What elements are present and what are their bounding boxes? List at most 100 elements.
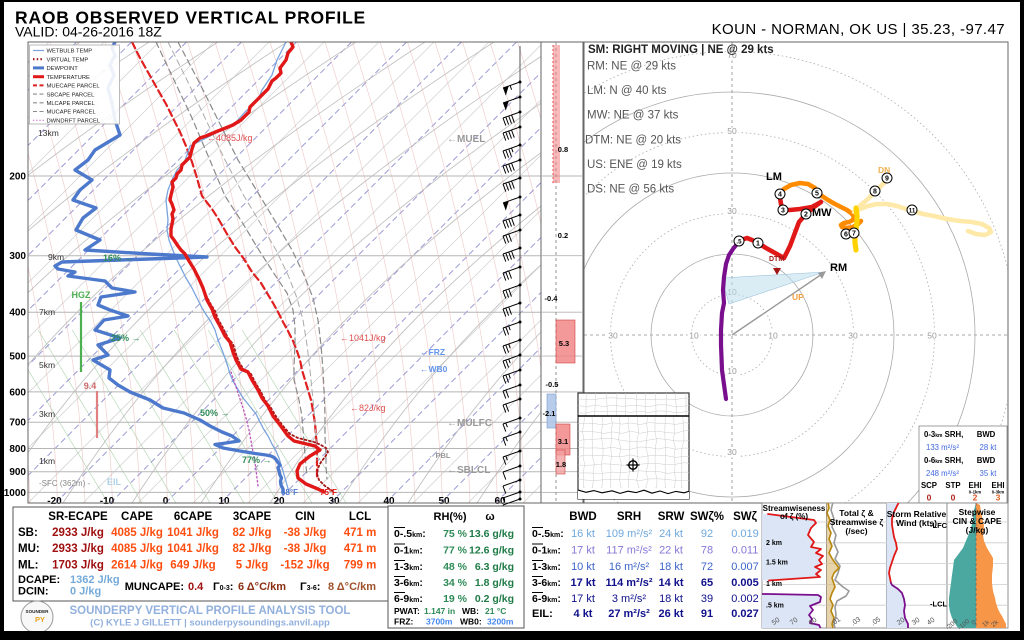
svg-text:SRH: SRH (617, 511, 641, 523)
svg-text:25% →: 25% → (111, 333, 141, 343)
svg-text:13.6 g/kg: 13.6 g/kg (469, 528, 514, 540)
svg-text:0: 0 (970, 619, 978, 627)
svg-text:-152 J/kg: -152 J/kg (280, 560, 329, 572)
svg-text:1.8 g/kg: 1.8 g/kg (475, 577, 514, 589)
svg-text:1km: 1km (39, 456, 55, 466)
svg-text:-0.4: -0.4 (545, 294, 559, 303)
svg-text:SM: RIGHT MOVING | NE @ 29 kts: SM: RIGHT MOVING | NE @ 29 kts (588, 44, 774, 56)
svg-text:39: 39 (701, 593, 713, 605)
svg-text:VIRTUAL TEMP: VIRTUAL TEMP (47, 57, 89, 63)
svg-text:68°F: 68°F (281, 488, 298, 497)
svg-text:900: 900 (9, 467, 26, 478)
svg-text:SBCAPE PARCEL: SBCAPE PARCEL (47, 92, 96, 98)
svg-text:40: 40 (926, 617, 936, 627)
svg-text:0: 0 (951, 493, 956, 503)
svg-text:70: 70 (727, 50, 737, 60)
svg-text:11: 11 (909, 208, 916, 215)
svg-text:←82J/kg: ←82J/kg (350, 403, 386, 413)
svg-text:MUCAPE PARCEL: MUCAPE PARCEL (47, 110, 97, 116)
svg-text:LCL: LCL (349, 511, 371, 523)
svg-text:0.4: 0.4 (188, 581, 204, 593)
svg-text:←MUEL: ←MUEL (447, 134, 485, 145)
svg-text:2933 J/kg: 2933 J/kg (52, 527, 104, 539)
svg-text:70: 70 (789, 617, 799, 627)
svg-text:17 kt: 17 kt (571, 593, 595, 605)
svg-text:50: 50 (438, 496, 450, 507)
svg-text:133 m²/s²: 133 m²/s² (926, 443, 959, 452)
svg-text:MW: NE @ 37 kts: MW: NE @ 37 kts (587, 110, 679, 122)
svg-text:DEWPOINT: DEWPOINT (47, 66, 79, 72)
svg-text:SCP: SCP (921, 481, 937, 490)
svg-text:0.8: 0.8 (558, 145, 568, 154)
svg-text:(C) KYLE J GILLETT | sounderpy: (C) KYLE J GILLETT | sounderpysoundings.… (90, 618, 330, 629)
svg-text:6: 6 (844, 232, 848, 239)
svg-text:BWD: BWD (977, 456, 996, 465)
svg-text:0-3km: 0-3km (992, 490, 1005, 495)
svg-text:800: 800 (9, 444, 26, 455)
svg-text:10: 10 (727, 366, 737, 376)
svg-text:RM: RM (830, 262, 847, 274)
svg-text:←1041J/kg: ←1041J/kg (340, 333, 386, 343)
svg-text:6-9km:: 6-9km: (532, 593, 561, 605)
svg-text:30: 30 (727, 447, 737, 457)
svg-text:DS: NE @ 56 kts: DS: NE @ 56 kts (587, 184, 674, 196)
svg-text:EIL: EIL (107, 477, 122, 487)
svg-text:SWζ: SWζ (733, 511, 758, 523)
svg-text:16 kt: 16 kt (571, 528, 595, 540)
svg-text:799 m: 799 m (344, 560, 377, 572)
svg-text:0-3km SRH,: 0-3km SRH, (924, 430, 963, 439)
svg-text:WB0:: WB0: (460, 617, 482, 627)
svg-text:24 kt: 24 kt (659, 528, 683, 540)
svg-text:75°F: 75°F (320, 488, 337, 497)
svg-text:.5 km: .5 km (766, 603, 784, 610)
svg-text:248 m²/s²: 248 m²/s² (926, 469, 959, 478)
svg-text:-LCL: -LCL (930, 600, 947, 609)
svg-text:9.4: 9.4 (84, 381, 97, 391)
svg-text:30: 30 (608, 331, 618, 341)
svg-text:2933 J/kg: 2933 J/kg (52, 543, 104, 555)
svg-text:MW: MW (812, 207, 832, 219)
svg-text:7km: 7km (39, 307, 55, 317)
svg-text:8 Δ°C/km: 8 Δ°C/km (328, 581, 376, 593)
svg-text:40: 40 (383, 496, 395, 507)
svg-text:.03: .03 (850, 616, 862, 627)
svg-text:34 %: 34 % (443, 577, 468, 589)
svg-text:22 kt: 22 kt (659, 545, 683, 557)
svg-text:117 m²/s²: 117 m²/s² (606, 545, 652, 557)
svg-text:77% →: 77% → (242, 455, 272, 465)
svg-text:2: 2 (804, 212, 808, 219)
svg-text:-20: -20 (47, 496, 62, 507)
svg-text:MLCAPE PARCEL: MLCAPE PARCEL (47, 101, 96, 107)
svg-text:0: 0 (163, 496, 169, 507)
svg-text:300: 300 (9, 251, 26, 262)
svg-text:10 kt: 10 kt (571, 561, 595, 573)
svg-text:1-3km:: 1-3km: (394, 561, 423, 573)
svg-text:1041 J/kg: 1041 J/kg (167, 543, 219, 555)
svg-text:3.1: 3.1 (558, 437, 568, 446)
svg-text:0: 0 (927, 493, 932, 503)
svg-text:6.3 g/kg: 6.3 g/kg (475, 561, 514, 573)
svg-text:←SBLCL: ←SBLCL (447, 465, 490, 476)
svg-text:0.027: 0.027 (731, 608, 759, 620)
svg-text:17 kt: 17 kt (570, 577, 595, 589)
svg-text:50: 50 (771, 617, 781, 627)
svg-text:-38 J/kg: -38 J/kg (284, 543, 327, 555)
svg-text:20: 20 (896, 617, 906, 627)
svg-text:EHI: EHI (992, 481, 1005, 490)
svg-text:WETBULB TEMP: WETBULB TEMP (47, 49, 93, 55)
svg-text:65: 65 (701, 577, 713, 589)
svg-text:RH(%): RH(%) (434, 511, 467, 523)
svg-text:5: 5 (815, 191, 819, 198)
svg-text:3km: 3km (39, 409, 55, 419)
svg-text:DWNDRFT PARCEL: DWNDRFT PARCEL (47, 119, 101, 125)
svg-text:0 J/kg: 0 J/kg (70, 586, 101, 598)
svg-text:-LFC: -LFC (930, 521, 948, 530)
svg-text:21 °C: 21 °C (485, 606, 506, 616)
svg-text:←WB0: ←WB0 (420, 364, 448, 374)
svg-text:-38 J/kg: -38 J/kg (284, 527, 327, 539)
svg-text:1362 J/kg: 1362 J/kg (70, 574, 120, 586)
svg-text:60: 60 (494, 496, 506, 507)
svg-text:Storm Relative: Storm Relative (887, 509, 947, 519)
svg-text:2614 J/kg: 2614 J/kg (111, 560, 163, 572)
svg-text:RAOB OBSERVED VERTICAL PROFILE: RAOB OBSERVED VERTICAL PROFILE (15, 8, 366, 28)
